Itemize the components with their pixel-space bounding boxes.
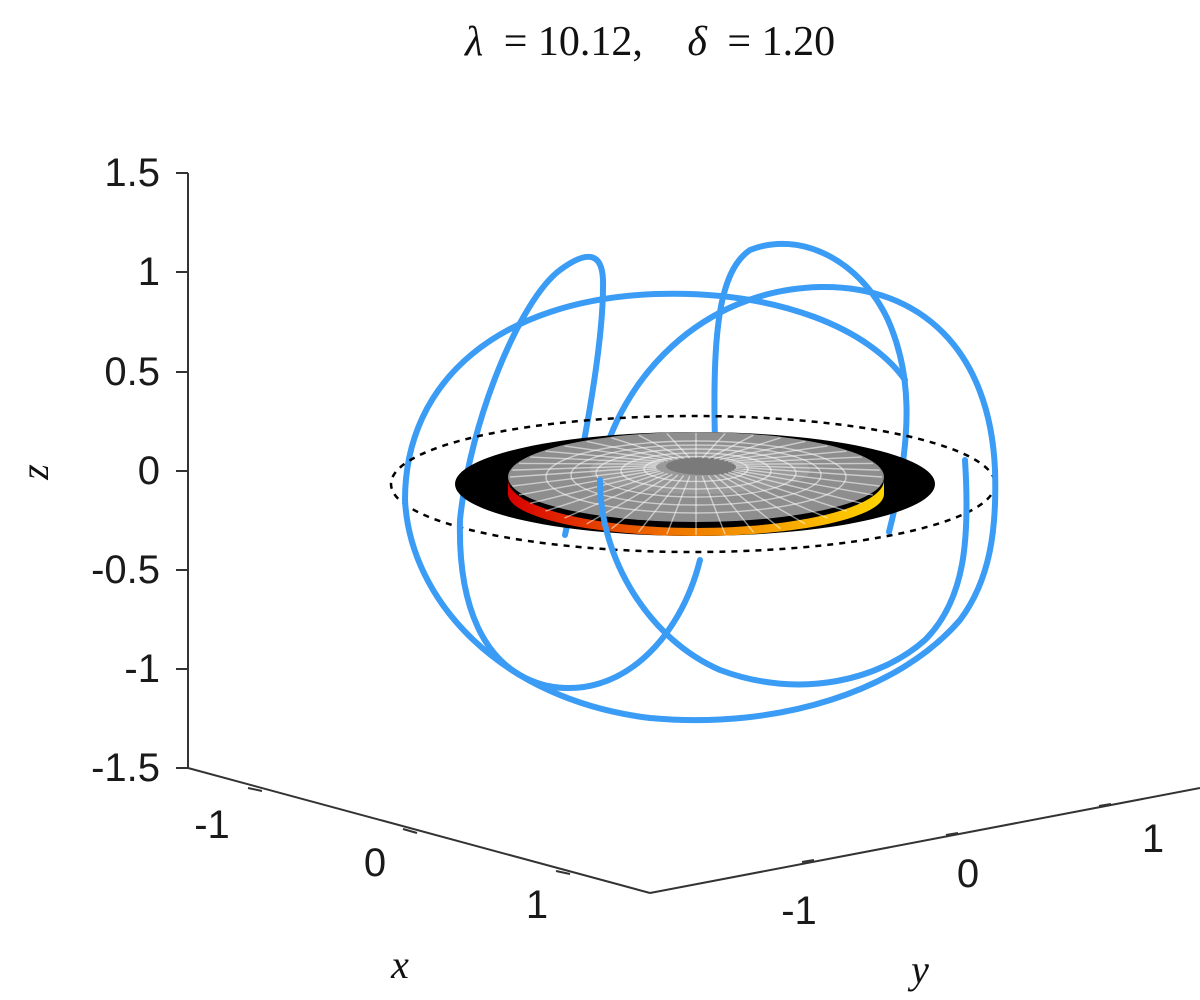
z-axis-label: z xyxy=(12,464,57,481)
mesh-spoke xyxy=(519,462,658,465)
mesh-spoke xyxy=(638,434,684,460)
y-tick-label: 1 xyxy=(1142,817,1164,861)
trajectory-segment xyxy=(402,290,908,503)
trajectory-segment xyxy=(456,517,703,691)
mesh-spoke xyxy=(735,464,880,471)
mesh-spoke xyxy=(719,440,806,461)
mesh-spoke xyxy=(728,450,847,463)
x-axis-line xyxy=(187,767,651,894)
mesh-spoke xyxy=(713,474,781,530)
mesh-spoke xyxy=(666,475,691,535)
mesh-spoke xyxy=(545,450,664,463)
y-tick-mark xyxy=(945,832,959,836)
mesh-spoke xyxy=(733,469,874,496)
z-tick-label: 0.5 xyxy=(104,350,160,394)
z-tick-label: -1.5 xyxy=(91,746,160,790)
trajectory-segment xyxy=(597,457,970,688)
trajectory-segment xyxy=(402,467,999,724)
z-tick-label: -0.5 xyxy=(91,548,160,592)
mesh-spoke xyxy=(735,467,880,487)
mesh-spoke xyxy=(734,462,873,465)
z-tick-label: -1 xyxy=(124,647,160,691)
mesh-spoke xyxy=(637,475,685,533)
x-ticks xyxy=(247,787,571,875)
y-axis-label: y xyxy=(907,947,929,992)
mesh-spoke xyxy=(518,469,659,496)
x-tick-mark xyxy=(402,828,418,834)
x-tick-label: 1 xyxy=(526,883,548,927)
title-delta-value: = 1.20 xyxy=(727,19,835,65)
mesh-spoke xyxy=(530,470,661,505)
y-tick-mark xyxy=(1098,803,1112,807)
z-tick-label: 0 xyxy=(138,449,160,493)
y-ticks xyxy=(801,803,1112,863)
y-tick-label: 0 xyxy=(957,852,979,896)
y-tick-mark xyxy=(801,859,815,863)
mesh-spoke xyxy=(509,466,657,478)
surface xyxy=(508,432,884,536)
mesh-spoke xyxy=(724,445,828,462)
x-tick-labels: -1 0 1 xyxy=(194,803,548,927)
z-tick-label: 1 xyxy=(138,250,160,294)
x-tick-label: -1 xyxy=(194,803,230,847)
title-lambda-symbol: λ xyxy=(463,19,483,65)
y-axis-line xyxy=(649,787,1200,894)
trajectory-back xyxy=(402,240,998,538)
mesh-spoke xyxy=(586,440,673,461)
y-tick-label: -1 xyxy=(781,889,817,933)
surface-mesh xyxy=(509,433,883,535)
z-ticks xyxy=(176,172,188,769)
mesh-spoke xyxy=(713,437,781,460)
title-delta-symbol: δ xyxy=(687,19,708,65)
mesh-spoke xyxy=(512,467,657,487)
x-tick-mark xyxy=(247,787,263,792)
z-tick-label: 1.5 xyxy=(104,151,160,195)
mesh-spoke xyxy=(611,437,679,460)
mesh-spoke xyxy=(735,466,883,478)
trajectory-segment xyxy=(597,283,998,473)
title-lambda-value: = 10.12, xyxy=(504,19,643,65)
trajectory-segment xyxy=(457,253,607,538)
mesh-spoke xyxy=(666,433,691,459)
surface-center-pit xyxy=(666,457,746,475)
trajectory-front xyxy=(402,457,999,724)
mesh-spoke xyxy=(512,464,657,471)
x-axis-label: x xyxy=(390,942,409,987)
x-tick-label: 0 xyxy=(364,841,386,885)
mesh-spoke xyxy=(707,475,755,533)
x-tick-mark xyxy=(555,870,571,875)
mesh-spoke xyxy=(545,471,664,512)
mesh-spoke xyxy=(719,473,806,525)
mesh-spoke xyxy=(701,433,726,459)
mesh-spoke xyxy=(724,472,828,519)
y-tick-labels: -1 0 1 xyxy=(781,817,1164,933)
chart-title: λ = 10.12, δ = 1.20 xyxy=(463,19,835,65)
mesh-spoke xyxy=(530,456,661,464)
mesh-spoke xyxy=(708,434,754,460)
mesh-spoke xyxy=(731,456,862,464)
mesh-spoke xyxy=(728,471,847,512)
mesh-spoke xyxy=(564,472,668,519)
z-tick-labels: 1.5 1 0.5 0 -0.5 -1 -1.5 xyxy=(91,151,160,790)
mesh-spoke xyxy=(611,474,679,530)
mesh-spoke xyxy=(731,470,862,505)
mesh-spoke xyxy=(564,445,668,462)
mesh-spoke xyxy=(701,475,726,535)
